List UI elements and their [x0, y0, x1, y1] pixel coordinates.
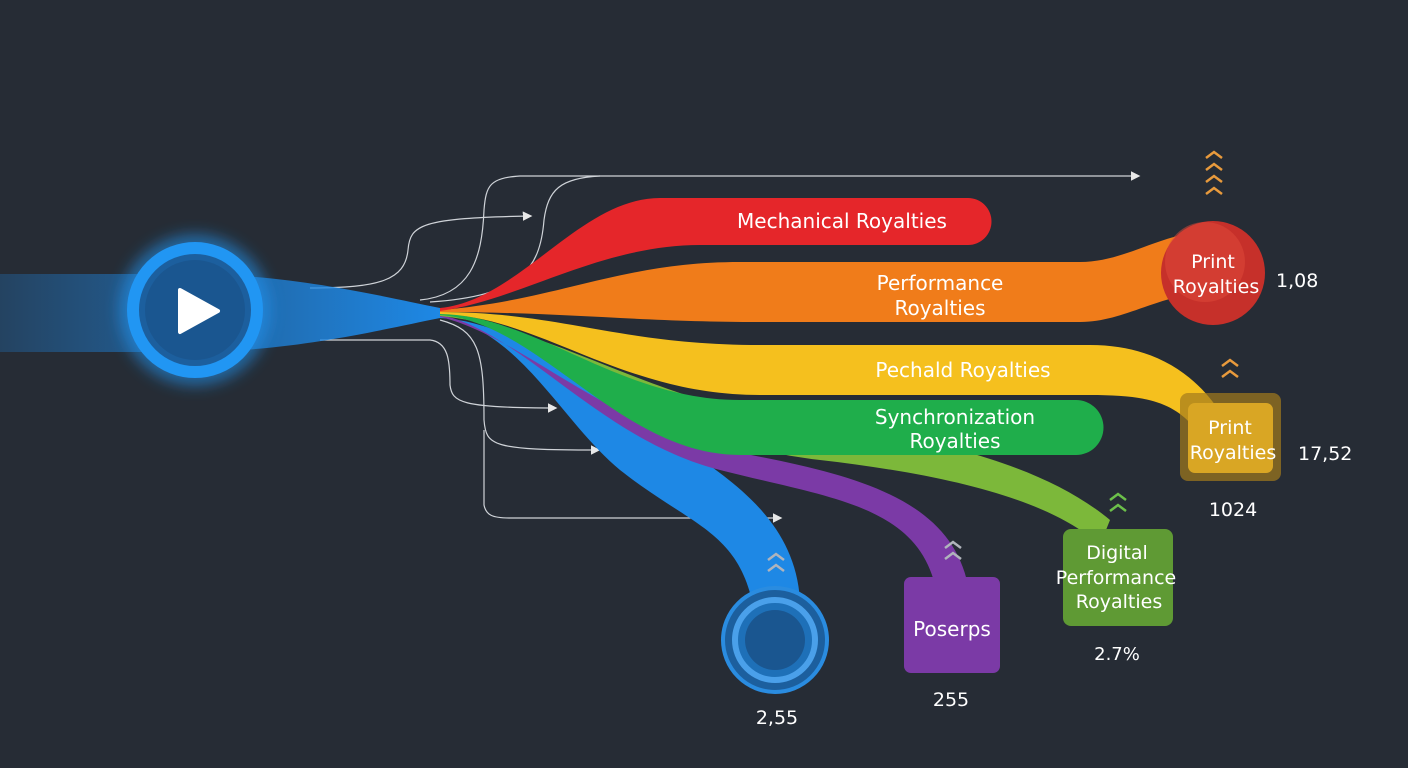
synchronization-stream — [440, 313, 1104, 455]
print-box-line1: Print — [1208, 417, 1252, 439]
digital-value: 2.7% — [1094, 644, 1140, 665]
pechald-label: Pechald Royalties — [875, 358, 1050, 382]
blue-circle-value: 2,55 — [756, 707, 798, 729]
pechald-stream — [440, 312, 1222, 425]
mechanical-label: Mechanical Royalties — [737, 209, 947, 233]
blue-branch-stream — [440, 316, 800, 600]
poserps-box: Poserps 255 — [904, 540, 1000, 711]
synchronization-label-line1: Synchronization — [875, 405, 1035, 429]
performance-label-line2: Royalties — [894, 296, 985, 320]
print-box-value: 17,52 — [1298, 443, 1352, 465]
mechanical-stream — [440, 198, 992, 311]
connector-line — [439, 319, 601, 455]
synchronization-label-line2: Royalties — [909, 429, 1000, 453]
print-circle-value: 1,08 — [1276, 270, 1318, 292]
digital-performance-box: Digital Performance Royalties 2.7% — [1056, 492, 1176, 665]
print-circle-line1: Print — [1191, 251, 1235, 273]
connector-line — [309, 211, 533, 289]
chevrons-up-icon — [767, 552, 785, 572]
poserps-label: Poserps — [913, 617, 991, 641]
print-box-value2: 1024 — [1209, 499, 1257, 521]
poserps-value: 255 — [933, 689, 969, 711]
digital-line1: Digital — [1086, 542, 1148, 564]
digital-line3: Royalties — [1076, 591, 1162, 613]
digital-line2: Performance — [1056, 567, 1176, 589]
play-icon — [178, 288, 220, 334]
chevrons-up-icon — [1221, 358, 1239, 378]
connector-line — [320, 339, 558, 413]
play-button[interactable] — [121, 236, 269, 384]
chevrons-up-icon — [944, 540, 962, 560]
chevrons-up-icon — [1205, 150, 1223, 195]
print-royalties-circle: Print Royalties 1,08 — [1161, 150, 1318, 325]
chevrons-up-icon — [1109, 492, 1127, 512]
print-circle-line2: Royalties — [1173, 276, 1259, 298]
print-box-line2: Royalties — [1190, 442, 1276, 464]
performance-stream — [440, 232, 1200, 322]
performance-label-line1: Performance — [877, 271, 1004, 295]
connector-line — [483, 430, 783, 523]
connector-line — [419, 171, 1141, 301]
print-royalties-box: Print Royalties 17,52 1024 — [1180, 358, 1352, 521]
blue-branch-circle: 2,55 — [721, 552, 829, 729]
